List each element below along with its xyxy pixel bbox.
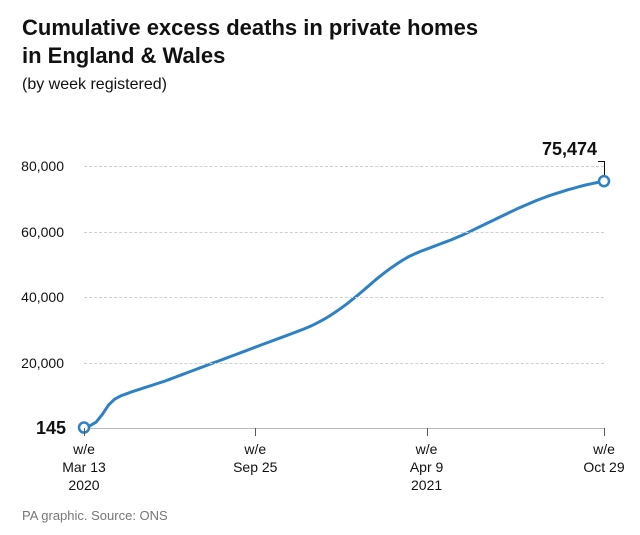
chart-svg [84,150,604,428]
end-marker [599,176,609,186]
end-callout-line [604,161,605,175]
y-gridline [84,232,604,233]
chart-container: Cumulative excess deaths in private home… [0,0,640,535]
y-axis-label: 60,000 [0,224,64,240]
x-axis-tick [604,428,605,436]
y-axis-label: 80,000 [0,158,64,174]
chart-footnote: PA graphic. Source: ONS [22,508,168,523]
x-axis-label: w/e Oct 29 [564,440,640,476]
plot-area: 20,00040,00060,00080,000w/e Mar 13 2020w… [84,150,604,428]
x-axis-tick [84,428,85,436]
x-axis-label: w/e Sep 25 [215,440,295,476]
end-callout-line [598,161,604,162]
y-axis-label: 20,000 [0,355,64,371]
start-annotation: 145 [36,418,66,439]
y-gridline [84,363,604,364]
x-axis-label: w/e Apr 9 2021 [387,440,467,495]
x-axis-label: w/e Mar 13 2020 [44,440,124,495]
chart-subtitle: (by week registered) [22,76,167,94]
x-axis-line [84,428,604,429]
x-axis-tick [427,428,428,436]
y-gridline [84,297,604,298]
y-axis-label: 40,000 [0,289,64,305]
data-line [84,181,604,427]
end-annotation: 75,474 [542,139,597,160]
y-gridline [84,166,604,167]
chart-title: Cumulative excess deaths in private home… [22,14,478,69]
x-axis-tick [255,428,256,436]
